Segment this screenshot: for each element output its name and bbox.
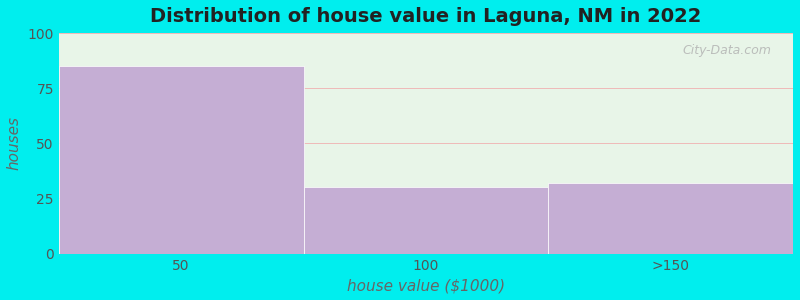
Y-axis label: houses: houses (7, 116, 22, 170)
Title: Distribution of house value in Laguna, NM in 2022: Distribution of house value in Laguna, N… (150, 7, 702, 26)
Text: City-Data.com: City-Data.com (682, 44, 771, 57)
X-axis label: house value ($1000): house value ($1000) (347, 278, 505, 293)
Bar (58, 66, 303, 254)
Bar (548, 183, 793, 254)
Bar (303, 188, 548, 254)
